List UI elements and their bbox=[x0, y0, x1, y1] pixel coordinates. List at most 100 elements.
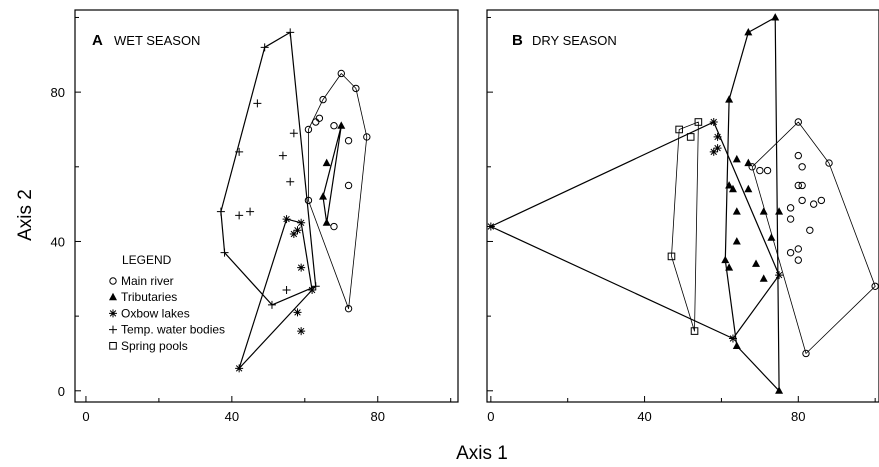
panel-a-xtick-label-40: 40 bbox=[225, 409, 239, 424]
legend-marker-triangle bbox=[109, 292, 117, 301]
panel-b-point-circle-11 bbox=[817, 196, 826, 205]
panel-b-point-circle-15 bbox=[794, 245, 802, 253]
panel-a-point-plus-2 bbox=[253, 99, 262, 108]
panel-b-hulls bbox=[490, 16, 876, 392]
panel-a-point-triangle-1 bbox=[322, 158, 331, 167]
panel-a-point-circle-5 bbox=[304, 125, 313, 134]
panel-b-point-square-4 bbox=[690, 327, 699, 335]
panel-b-hull-asterisk bbox=[490, 121, 780, 340]
panel-b-point-circle-7 bbox=[794, 181, 802, 190]
panel-b-point-triangle-10 bbox=[775, 207, 784, 215]
panel-a-point-plus-3 bbox=[235, 147, 244, 156]
panel-a-xtick-label-0: 0 bbox=[82, 409, 89, 424]
panel-a-point-circle-9 bbox=[344, 181, 353, 190]
legend-marker-asterisk bbox=[109, 309, 117, 318]
panel-a-point-plus-4 bbox=[289, 129, 298, 138]
panel-b-point-circle-10 bbox=[809, 200, 818, 208]
panel-a-xtick-label-80: 80 bbox=[371, 409, 385, 424]
panel-a-point-circle-8 bbox=[363, 133, 371, 141]
panel-b-point-circle-14 bbox=[806, 226, 814, 234]
panel-a-point-circle-7 bbox=[344, 136, 353, 145]
panel-b-point-triangle-4 bbox=[744, 158, 753, 167]
panel-a-point-circle-12 bbox=[344, 304, 353, 313]
panel-b-point-circle-4 bbox=[763, 166, 772, 175]
panel-b-point-triangle-15 bbox=[725, 263, 734, 271]
panel-b-point-circle-1 bbox=[825, 159, 833, 167]
panel-a-point-asterisk-7 bbox=[297, 327, 306, 336]
panel-a-hull-asterisk bbox=[238, 218, 313, 369]
panel-b-xtick-label-0: 0 bbox=[487, 409, 494, 424]
panel-a-point-circle-1 bbox=[352, 84, 360, 93]
panel-b-point-asterisk-3 bbox=[713, 144, 722, 153]
panel-b-point-triangle-13 bbox=[721, 255, 730, 264]
panel-b-title: DRY SEASON bbox=[532, 33, 617, 48]
panel-a-point-asterisk-1 bbox=[297, 218, 306, 227]
panel-wet-season: A WET SEASON 0 40 80 0 40 80 LEGEND Main rive… bbox=[51, 9, 459, 424]
panel-b-point-triangle-1 bbox=[744, 28, 753, 36]
panel-b-point-square-3 bbox=[667, 252, 676, 261]
legend: LEGEND Main river Tributaries Oxbow lakes T… bbox=[109, 253, 225, 353]
panel-b-hull-circle bbox=[751, 121, 876, 354]
panel-a-point-plus-11 bbox=[282, 286, 291, 294]
panel-b-point-triangle-12 bbox=[732, 237, 741, 245]
panel-a-point-triangle-3 bbox=[322, 218, 331, 226]
panel-b-point-triangle-0 bbox=[771, 13, 780, 21]
panel-a-point-circle-0 bbox=[337, 69, 345, 78]
panel-a-title: WET SEASON bbox=[114, 33, 200, 48]
panel-b-point-circle-12 bbox=[786, 204, 795, 212]
panel-a-letter: A bbox=[92, 32, 103, 49]
panel-b-point-circle-16 bbox=[786, 248, 795, 257]
panel-a-point-plus-13 bbox=[311, 282, 320, 291]
panel-b-point-circle-9 bbox=[798, 196, 806, 205]
panel-b-point-triangle-9 bbox=[759, 207, 768, 215]
panel-a-point-asterisk-8 bbox=[235, 364, 244, 373]
legend-label-4: Spring pools bbox=[121, 339, 188, 353]
panel-b-point-triangle-14 bbox=[752, 259, 761, 267]
panel-a-hull-triangle bbox=[322, 125, 342, 224]
panel-b-point-triangle-16 bbox=[759, 274, 768, 282]
panel-a-hull-circle bbox=[307, 73, 368, 310]
panel-b-point-circle-3 bbox=[798, 163, 806, 171]
panel-b-xtick-label-80: 80 bbox=[791, 409, 805, 424]
panel-b-point-asterisk-6 bbox=[728, 334, 737, 343]
panel-b-points bbox=[486, 13, 879, 394]
panel-b-point-triangle-11 bbox=[767, 233, 776, 241]
panel-b-point-square-2 bbox=[694, 118, 703, 126]
panel-a-point-plus-7 bbox=[216, 207, 225, 216]
panel-a-point-plus-12 bbox=[267, 300, 276, 309]
panel-a-point-plus-5 bbox=[278, 151, 287, 160]
panel-a-point-circle-3 bbox=[312, 118, 320, 126]
panel-a-point-plus-10 bbox=[220, 248, 229, 257]
panel-b-point-circle-2 bbox=[794, 151, 802, 160]
panel-b-point-triangle-18 bbox=[775, 386, 784, 394]
panel-b-point-asterisk-2 bbox=[713, 132, 722, 141]
panel-dry-season: B DRY SEASON 0 40 80 bbox=[486, 9, 879, 424]
panel-b-point-circle-0 bbox=[794, 118, 802, 126]
panel-a-point-triangle-0 bbox=[337, 121, 346, 129]
panel-b-point-circle-17 bbox=[794, 256, 802, 264]
panel-b-point-asterisk-4 bbox=[709, 147, 718, 156]
panel-a-point-asterisk-0 bbox=[282, 215, 291, 224]
panel-b-xtick-label-40: 40 bbox=[637, 409, 651, 424]
x-axis-label: Axis 1 bbox=[456, 443, 508, 464]
panel-a-point-plus-1 bbox=[260, 43, 269, 52]
panel-a-point-circle-4 bbox=[315, 114, 324, 122]
panel-b-point-circle-13 bbox=[786, 215, 795, 223]
panel-b-point-triangle-8 bbox=[732, 207, 741, 215]
panel-b-point-circle-19 bbox=[802, 349, 810, 358]
panel-b-letter: B bbox=[512, 32, 523, 49]
panel-b-point-circle-6 bbox=[756, 166, 764, 175]
panel-a-point-asterisk-3 bbox=[289, 230, 298, 238]
panel-b-point-asterisk-5 bbox=[775, 271, 784, 280]
panel-a-hulls bbox=[220, 31, 368, 369]
panel-b-point-triangle-17 bbox=[732, 341, 741, 349]
panel-a-ytick-label-80: 80 bbox=[51, 85, 65, 100]
panel-b-point-circle-8 bbox=[798, 181, 806, 190]
panel-b-point-triangle-7 bbox=[744, 184, 753, 193]
legend-label-2: Oxbow lakes bbox=[121, 306, 190, 320]
panel-b-point-circle-5 bbox=[748, 163, 756, 171]
legend-marker-plus bbox=[109, 325, 117, 334]
legend-marker-square bbox=[109, 342, 117, 350]
panel-a-point-asterisk-4 bbox=[297, 263, 306, 272]
panel-b-point-triangle-3 bbox=[732, 154, 741, 163]
